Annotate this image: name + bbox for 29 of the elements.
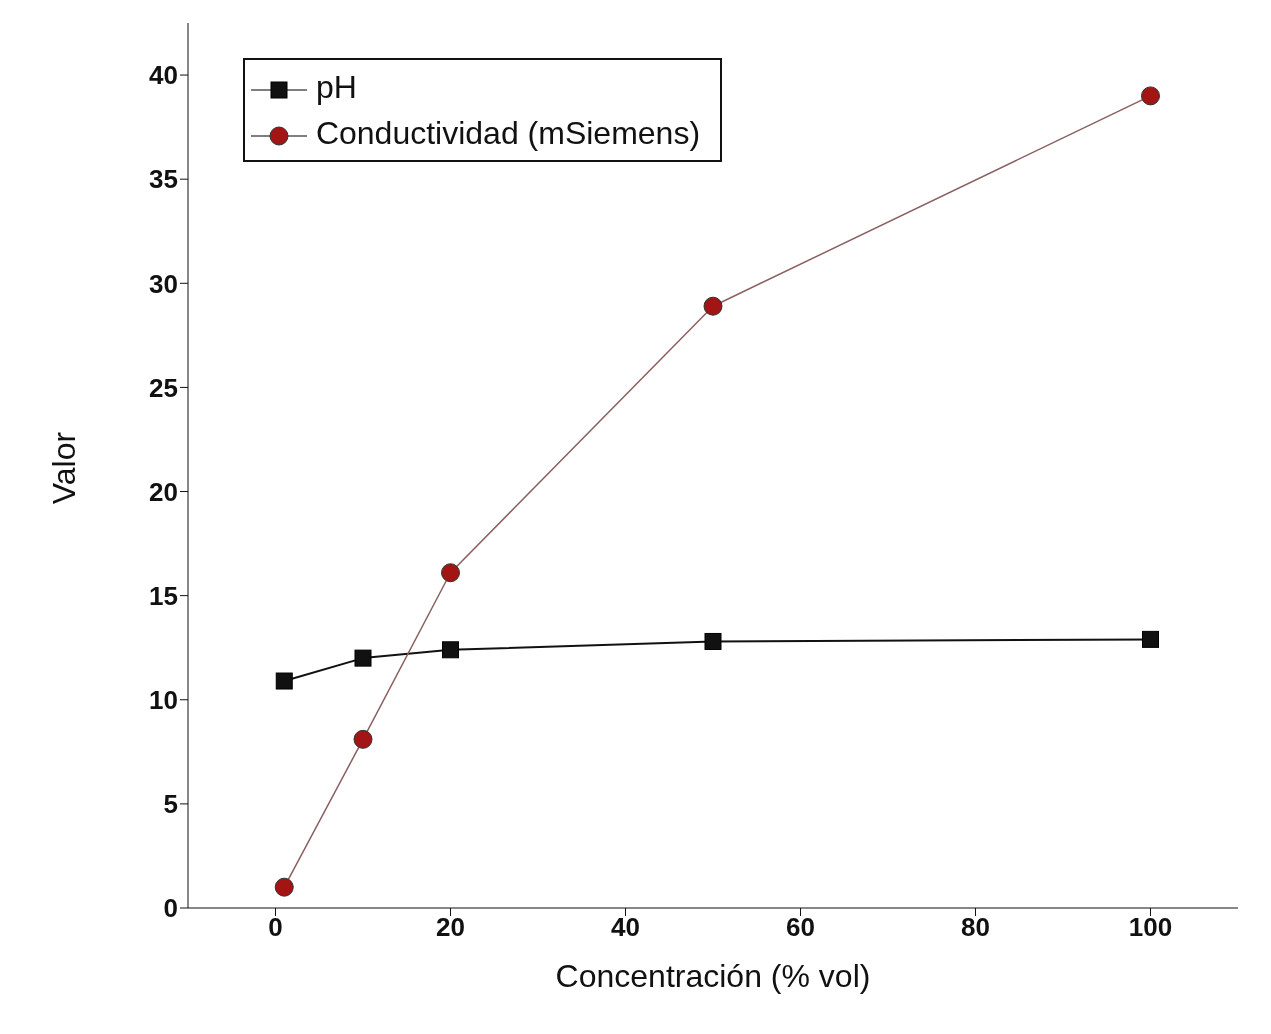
y-tick-label: 0	[163, 893, 178, 924]
x-tick-label: 100	[1128, 912, 1173, 943]
y-tick-label: 5	[163, 789, 178, 820]
point	[442, 641, 459, 659]
x-tick-label: 60	[786, 912, 815, 943]
point	[275, 672, 293, 690]
y-tick-label: 40	[149, 60, 178, 91]
y-tick-label: 30	[149, 268, 178, 299]
legend-label: pH	[314, 68, 358, 107]
point	[703, 296, 723, 316]
point	[354, 649, 372, 667]
x-tick-label: 40	[611, 912, 640, 943]
y-axis-title: Valor	[45, 431, 83, 505]
y-tick-label: 15	[149, 580, 178, 611]
legend-label: Conductividad (mSiemens)	[314, 114, 701, 153]
x-axis-title: Concentración (% vol)	[554, 958, 872, 995]
y-tick-label: 20	[149, 476, 178, 507]
point	[353, 729, 373, 749]
point	[704, 632, 722, 650]
point	[441, 563, 460, 583]
y-tick-label: 35	[149, 164, 178, 195]
y-tick-label: 10	[149, 684, 178, 715]
point	[274, 877, 294, 897]
x-tick-label: 20	[436, 912, 465, 943]
point	[1142, 630, 1159, 648]
x-tick-label: 0	[268, 912, 283, 943]
y-tick-label: 25	[149, 372, 178, 403]
point	[1141, 86, 1160, 106]
x-tick-label: 80	[961, 912, 990, 943]
